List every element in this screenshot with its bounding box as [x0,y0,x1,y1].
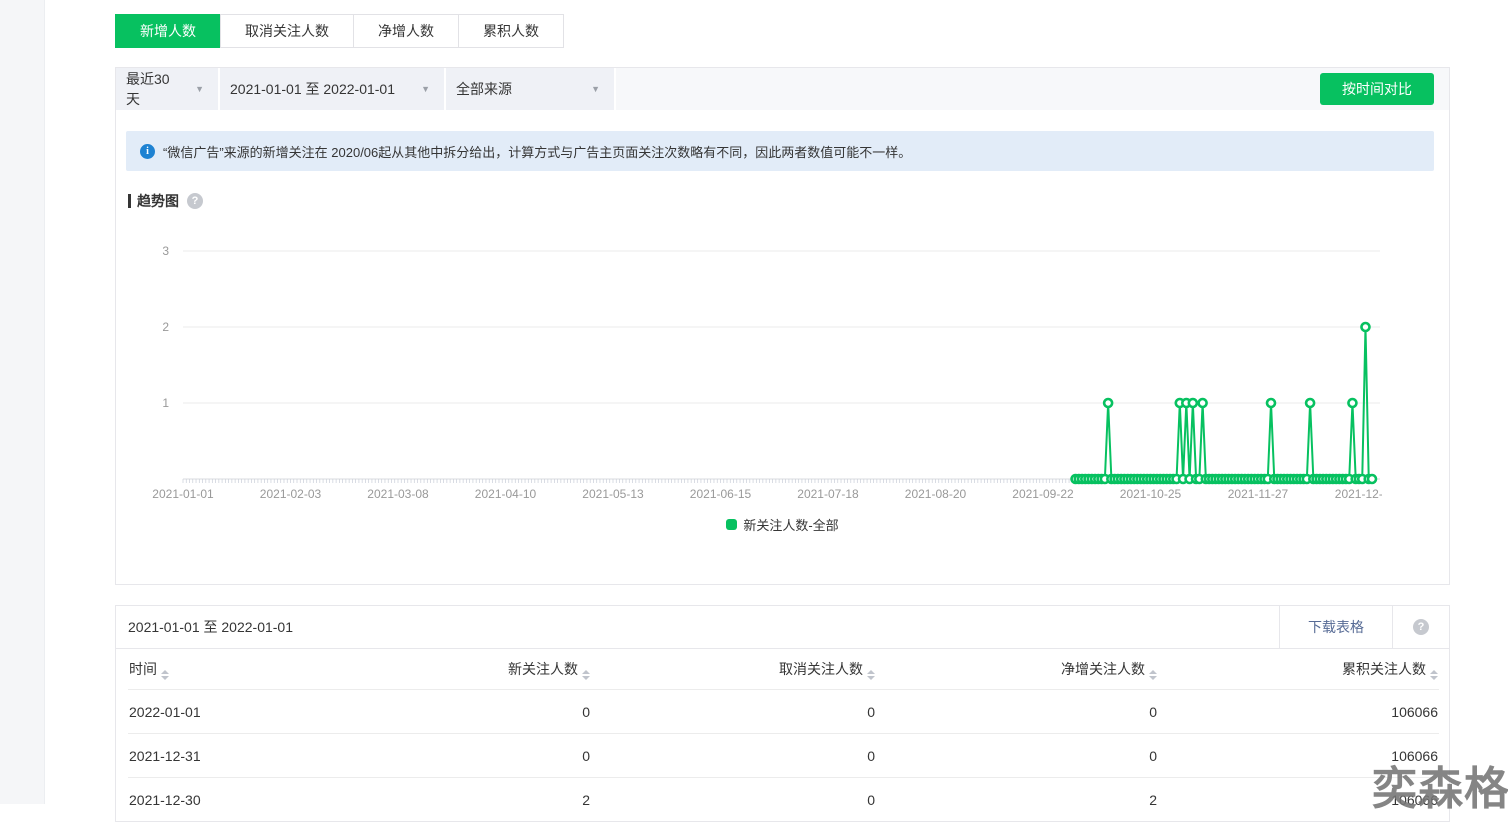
source-dropdown[interactable]: 全部来源 ▼ [446,68,616,110]
table-cell: 0 [308,734,591,778]
column-header-1[interactable]: 新关注人数 [308,649,591,690]
legend-label: 新关注人数-全部 [743,515,838,534]
metric-tabs: 新增人数取消关注人数净增人数累积人数 [115,14,1450,48]
date-range-dropdown[interactable]: 2021-01-01 至 2022-01-01 ▼ [220,68,446,110]
table-column-row: 时间新关注人数取消关注人数净增关注人数累积关注人数 [128,649,1439,690]
legend-swatch-icon [726,519,737,530]
table-cell: 0 [591,690,876,734]
table-card: 2021-01-01 至 2022-01-01 下载表格 ? 时间新关注人数取消… [115,605,1450,822]
svg-text:2021-09-22: 2021-09-22 [1012,487,1074,501]
chart-section-title: 趋势图 ? [128,191,1449,211]
table-cell: 2022-01-01 [128,690,308,734]
notice-banner: i “微信广告”来源的新增关注在 2020/06起从其他中拆分给出，计算方式与广… [126,131,1434,171]
table-cell: 106066 [1158,734,1439,778]
column-header-4[interactable]: 累积关注人数 [1158,649,1439,690]
title-bar-marker [128,194,131,208]
notice-text: “微信广告”来源的新增关注在 2020/06起从其他中拆分给出，计算方式与广告主… [163,142,911,161]
main-content: 新增人数取消关注人数净增人数累积人数 最近30天 ▼ 2021-01-01 至 … [115,14,1450,822]
sort-icon[interactable] [867,670,875,680]
date-preset-value: 最近30天 [126,69,177,109]
table-header-actions: 下载表格 ? [1279,606,1449,648]
table-cell: 2021-12-31 [128,734,308,778]
chevron-down-icon: ▼ [591,84,600,94]
chart-title-text: 趋势图 [137,191,179,211]
table-cell: 106066 [1158,778,1439,822]
left-gutter [0,0,45,804]
svg-text:1: 1 [162,396,169,410]
svg-text:2021-02-03: 2021-02-03 [260,487,322,501]
chevron-down-icon: ▼ [421,84,430,94]
download-table-link[interactable]: 下载表格 [1280,617,1392,637]
table-cell: 2 [308,778,591,822]
table-help-cell: ? [1393,619,1449,635]
chart-card: 最近30天 ▼ 2021-01-01 至 2022-01-01 ▼ 全部来源 ▼… [115,67,1450,585]
table-header-bar: 2021-01-01 至 2022-01-01 下载表格 ? [116,606,1449,649]
info-icon: i [140,144,155,159]
trend-chart[interactable]: 1 2 3 2021-01-01 2021-02-03 2021-03-08 2021-04… [132,223,1382,511]
sort-icon[interactable] [1149,670,1157,680]
table-help-icon[interactable]: ? [1413,619,1429,635]
svg-text:2021-11-27: 2021-11-27 [1228,487,1289,501]
svg-text:2021-04-10: 2021-04-10 [475,487,537,501]
sort-icon[interactable] [161,670,169,680]
metric-tab-2[interactable]: 净增人数 [353,14,459,48]
metric-tab-1[interactable]: 取消关注人数 [220,14,354,48]
compare-by-time-button[interactable]: 按时间对比 [1320,73,1434,105]
table-date-range: 2021-01-01 至 2022-01-01 [128,617,293,637]
sort-icon[interactable] [1430,670,1438,680]
svg-text:2021-01-01: 2021-01-01 [152,487,214,501]
sort-icon[interactable] [582,670,590,680]
svg-text:3: 3 [162,244,169,258]
source-value: 全部来源 [456,79,512,99]
chevron-down-icon: ▼ [195,84,204,94]
svg-text:2021-03-08: 2021-03-08 [367,487,429,501]
svg-text:2021-08-20: 2021-08-20 [905,487,967,501]
column-header-0[interactable]: 时间 [128,649,308,690]
table-cell: 0 [591,734,876,778]
column-header-3[interactable]: 净增关注人数 [876,649,1158,690]
svg-text:2021-06-15: 2021-06-15 [690,487,752,501]
column-header-2[interactable]: 取消关注人数 [591,649,876,690]
table-cell: 2 [876,778,1158,822]
svg-text:2021-10-25: 2021-10-25 [1120,487,1182,501]
table-cell: 0 [876,690,1158,734]
metric-tab-3[interactable]: 累积人数 [458,14,564,48]
metric-tab-0[interactable]: 新增人数 [115,14,221,48]
table-cell: 0 [591,778,876,822]
table-cell: 0 [876,734,1158,778]
svg-text:2021-05-13: 2021-05-13 [582,487,644,501]
chart-legend[interactable]: 新关注人数-全部 [116,515,1449,534]
svg-text:2: 2 [162,320,169,334]
filter-bar: 最近30天 ▼ 2021-01-01 至 2022-01-01 ▼ 全部来源 ▼… [116,68,1449,110]
date-preset-dropdown[interactable]: 最近30天 ▼ [116,68,220,110]
table-cell: 2021-12-30 [128,778,308,822]
table-cell: 0 [308,690,591,734]
svg-text:2021-07-18: 2021-07-18 [797,487,859,501]
svg-text:2021-12-30: 2021-12-30 [1335,487,1382,501]
table-cell: 106066 [1158,690,1439,734]
help-icon[interactable]: ? [187,193,203,209]
date-range-value: 2021-01-01 至 2022-01-01 [230,79,395,99]
